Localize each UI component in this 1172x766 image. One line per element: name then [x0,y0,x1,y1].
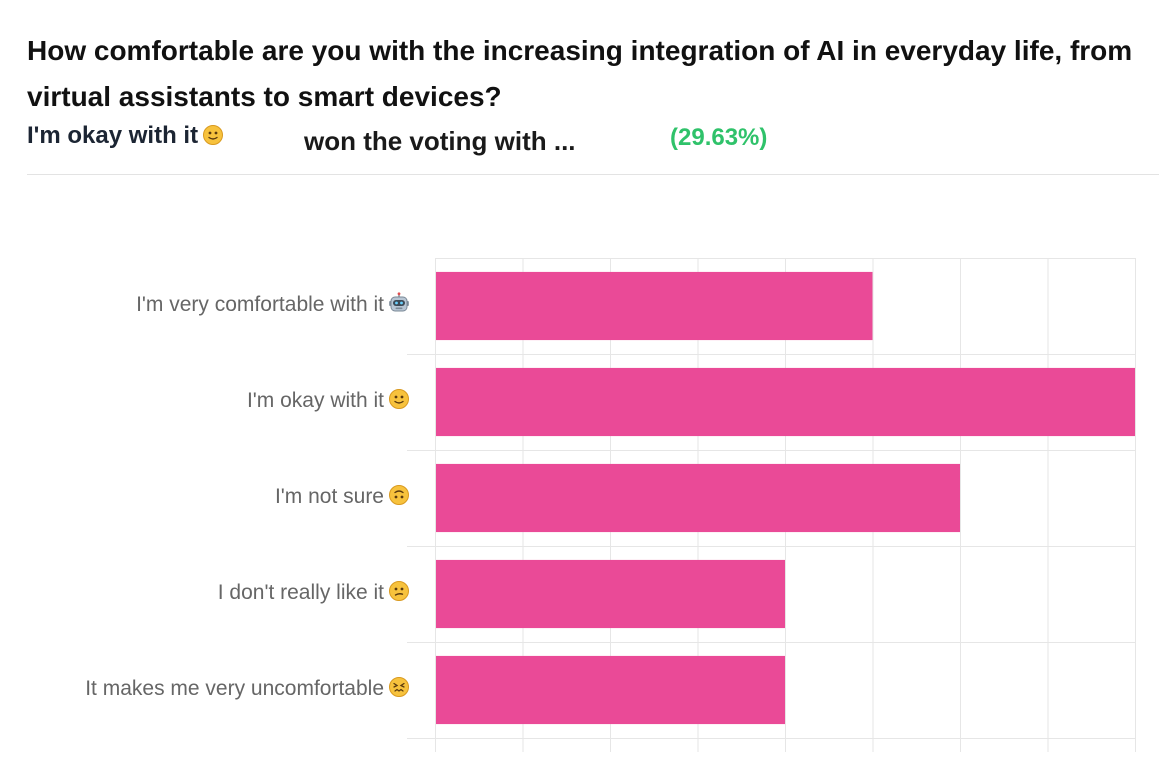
winner-label: I'm okay with it [27,122,199,149]
upside-down-face-icon [388,484,410,506]
bar [436,655,785,725]
category-label-text: It makes me very uncomfortable [85,677,384,700]
divider [27,174,1159,175]
slightly-smiling-face-icon [202,124,224,146]
poll-question: How comfortable are you with the increas… [27,35,1133,112]
robot-face-icon [388,292,410,314]
category-label-text: I'm okay with it [246,389,384,412]
winner-option: I'm okay with it [27,122,224,150]
bar [436,367,1135,437]
bar [436,559,785,629]
category-label: I don't really like it [218,580,410,605]
won-voting-text: won the voting with ... [304,126,576,156]
category-label: It makes me very uncomfortable [85,676,410,701]
category-label-text: I don't really like it [217,581,384,604]
slightly-smiling-face-icon [388,388,410,410]
bar [436,271,873,341]
category-label: I'm very comfortable with it [136,292,410,317]
category-label-text: I'm not sure [274,485,384,508]
category-label: I'm okay with it [247,388,410,413]
category-label-text: I'm very comfortable with it [136,293,384,316]
confused-face-icon [388,580,410,602]
bar [436,463,960,533]
category-label: I'm not sure [275,484,410,509]
confounded-face-icon [388,676,410,698]
winner-percent: (29.63%) [670,124,768,151]
winner-summary: I'm okay with it won the voting with ...… [27,120,1157,160]
